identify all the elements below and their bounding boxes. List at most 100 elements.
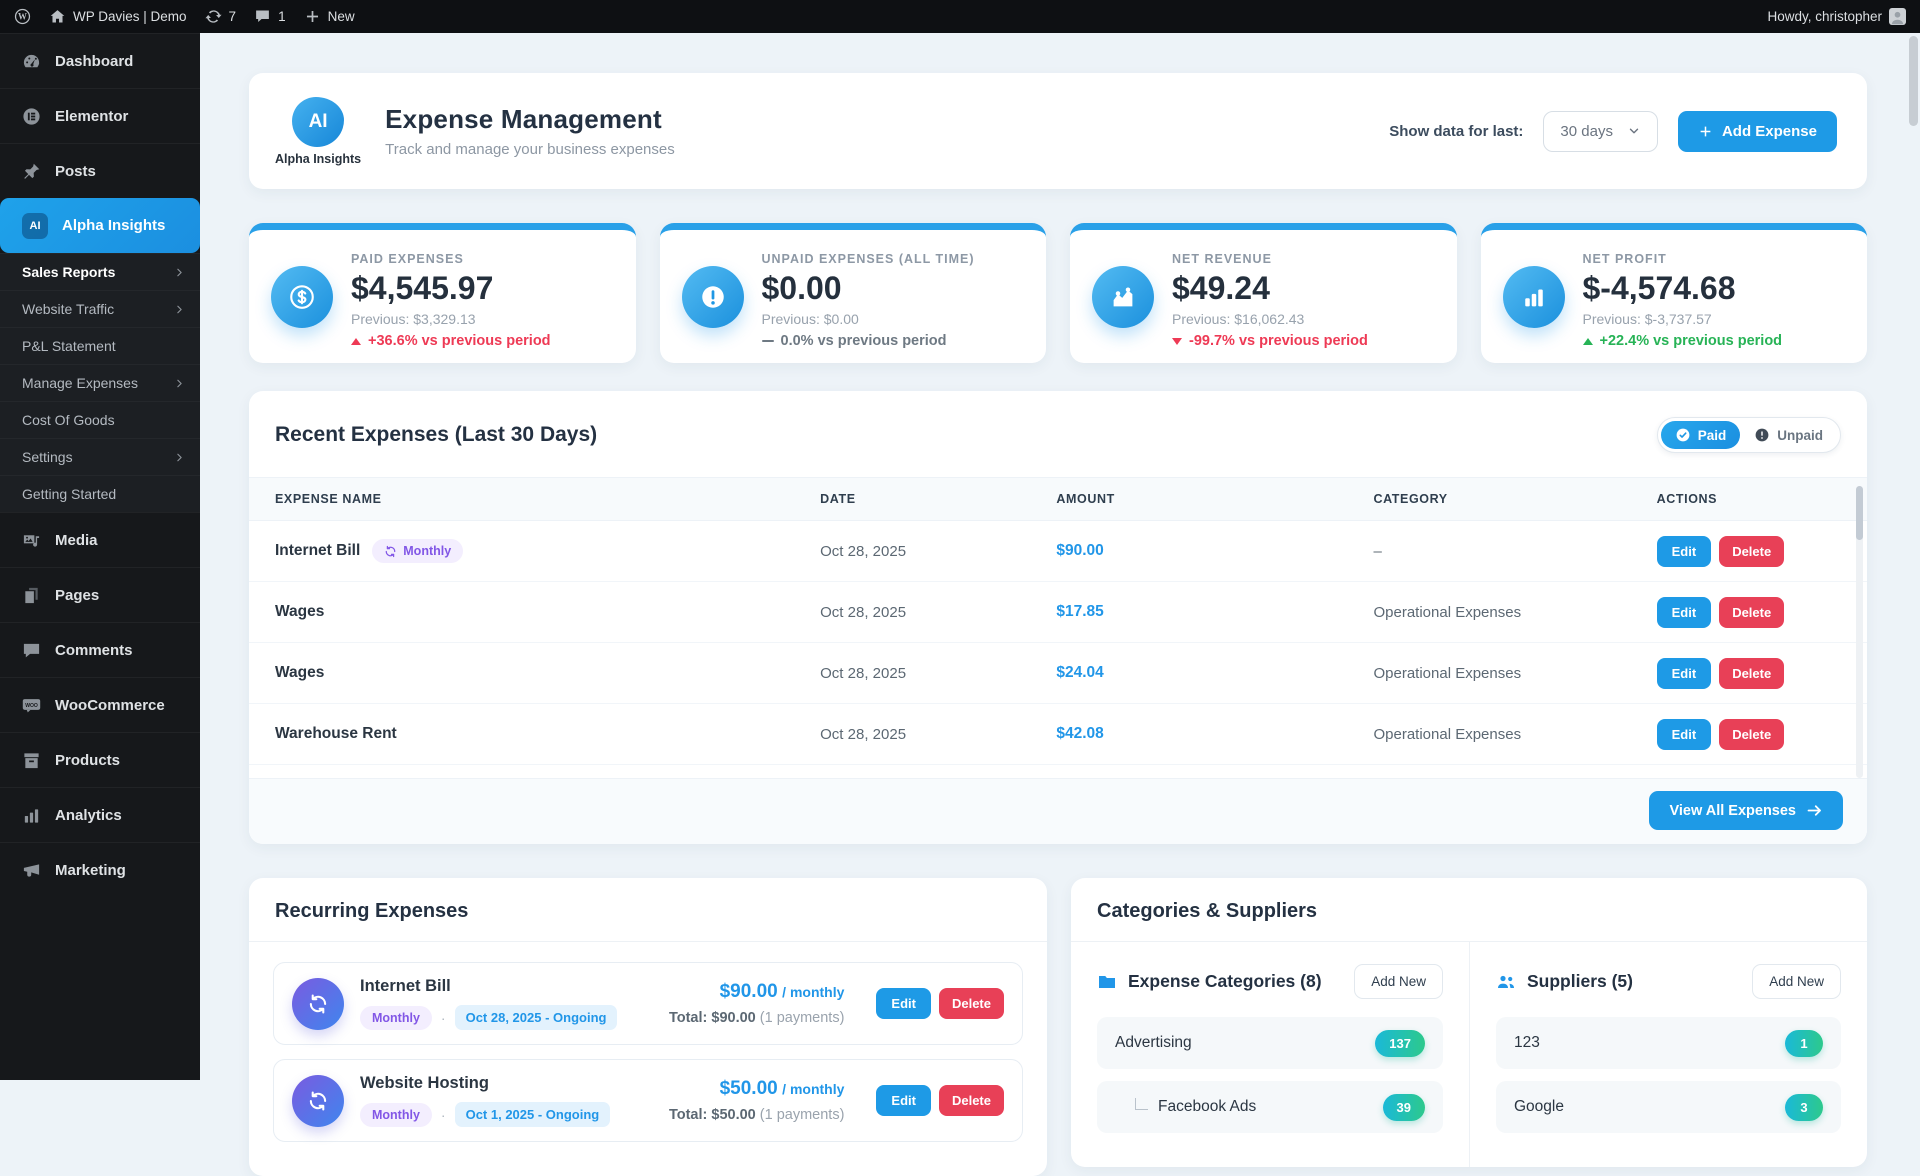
submenu-pl-statement[interactable]: P&L Statement xyxy=(0,327,200,364)
toggle-paid[interactable]: Paid xyxy=(1660,421,1741,449)
stat-previous: Previous: $3,329.13 xyxy=(351,311,476,327)
expense-name: Wages xyxy=(275,603,325,620)
howdy-text: Howdy, christopher xyxy=(1767,9,1882,24)
expense-amount: $42.08 xyxy=(1056,725,1104,742)
sidebar-label: Pages xyxy=(55,586,100,604)
alert-circle-icon xyxy=(681,266,744,328)
submenu-label: Website Traffic xyxy=(22,301,115,317)
sidebar-label: Media xyxy=(55,531,98,549)
sidebar-item-analytics[interactable]: Analytics xyxy=(0,787,200,842)
add-new-supplier-button[interactable]: Add New xyxy=(1752,964,1841,999)
delta-down-icon xyxy=(1172,337,1182,345)
comments-link[interactable]: 1 xyxy=(254,8,286,25)
page-scrollbar-thumb[interactable] xyxy=(1909,36,1918,126)
edit-button[interactable]: Edit xyxy=(1656,657,1712,689)
wordpress-menu[interactable]: W xyxy=(14,8,31,25)
recurring-amount: $90.00 xyxy=(719,981,778,1002)
sidebar-item-media[interactable]: Media xyxy=(0,512,200,567)
submenu-label: Sales Reports xyxy=(22,264,116,280)
supplier-row[interactable]: Google 3 xyxy=(1496,1081,1841,1133)
column-header: ACTIONS xyxy=(1656,492,1718,506)
stat-delta: +36.6% vs previous period xyxy=(368,333,551,349)
expense-categories-heading: Expense Categories (8) xyxy=(1128,971,1322,991)
add-new-category-button[interactable]: Add New xyxy=(1354,964,1443,999)
category-row[interactable]: Advertising 137 xyxy=(1097,1017,1443,1069)
stat-value: $-4,574.68 xyxy=(1582,270,1736,306)
expense-date: Oct 28, 2025 xyxy=(820,664,907,682)
stat-delta: 0.0% vs previous period xyxy=(780,333,947,349)
delete-button[interactable]: Delete xyxy=(938,1085,1004,1116)
updates-icon xyxy=(204,8,222,25)
submenu-website-traffic[interactable]: Website Traffic xyxy=(0,290,200,327)
recurring-frequency: / monthly xyxy=(782,984,845,1000)
delete-button[interactable]: Delete xyxy=(1719,535,1785,567)
submenu-cost-of-goods[interactable]: Cost Of Goods xyxy=(0,401,200,438)
expense-name: Wages xyxy=(275,664,325,681)
alpha-insights-logo-icon: AI xyxy=(292,96,345,147)
edit-button[interactable]: Edit xyxy=(876,988,931,1019)
delete-button[interactable]: Delete xyxy=(938,988,1004,1019)
dashboard-icon xyxy=(22,52,41,71)
column-header: EXPENSE NAME xyxy=(275,492,382,506)
submenu-manage-expenses[interactable]: Manage Expenses xyxy=(0,364,200,401)
period-select-value: 30 days xyxy=(1560,122,1613,140)
delete-button[interactable]: Delete xyxy=(1719,718,1785,750)
sidebar-item-alpha-insights[interactable]: AI Alpha Insights xyxy=(0,198,200,253)
site-name-link[interactable]: WP Davies | Demo xyxy=(49,8,187,25)
sidebar-item-products[interactable]: Products xyxy=(0,732,200,787)
new-content-link[interactable]: New xyxy=(304,8,355,25)
sidebar-label: Comments xyxy=(55,641,133,659)
recurring-total-note: (1 payments) xyxy=(759,1107,845,1123)
supplier-count-badge: 3 xyxy=(1785,1093,1823,1121)
add-expense-button[interactable]: Add Expense xyxy=(1677,110,1837,152)
period-select[interactable]: 30 days xyxy=(1543,110,1658,152)
updates-link[interactable]: 7 xyxy=(204,8,236,25)
edit-button[interactable]: Edit xyxy=(1656,718,1712,750)
stat-value: $0.00 xyxy=(761,270,842,306)
sidebar-label: Products xyxy=(55,751,121,769)
submenu-sales-reports[interactable]: Sales Reports xyxy=(0,253,200,290)
woocommerce-icon: WOO xyxy=(22,696,41,715)
category-row[interactable]: Facebook Ads 39 xyxy=(1097,1081,1443,1133)
submenu-settings[interactable]: Settings xyxy=(0,438,200,475)
expense-category: Operational Expenses xyxy=(1373,725,1522,743)
sidebar-item-dashboard[interactable]: Dashboard xyxy=(0,33,200,88)
delete-button[interactable]: Delete xyxy=(1719,596,1785,628)
alpha-insights-submenu: Sales Reports Website Traffic P&L Statem… xyxy=(0,253,200,512)
stat-label: NET REVENUE xyxy=(1172,252,1272,266)
recent-expenses-card: Recent Expenses (Last 30 Days) Paid Unpa… xyxy=(249,391,1867,844)
supplier-row[interactable]: 123 1 xyxy=(1496,1017,1841,1069)
sidebar-item-pages[interactable]: Pages xyxy=(0,567,200,622)
table-row: Wages Oct 28, 2025 $24.04 Operational Ex… xyxy=(249,643,1867,704)
wp-admin-bar: W WP Davies | Demo 7 1 New Howdy, christ… xyxy=(0,0,1920,33)
table-row: Internet Bill Monthly Oct 28, 2025 $90.0… xyxy=(249,521,1867,582)
period-badge: Oct 28, 2025 - Ongoing xyxy=(454,1005,618,1030)
view-all-expenses-button[interactable]: View All Expenses xyxy=(1649,791,1843,830)
recurring-total-note: (1 payments) xyxy=(759,1010,845,1026)
stat-delta: +22.4% vs previous period xyxy=(1599,333,1783,349)
table-scrollbar-thumb[interactable] xyxy=(1856,486,1863,540)
page-header-card: AI Alpha Insights Expense Management Tra… xyxy=(249,73,1867,189)
edit-button[interactable]: Edit xyxy=(876,1085,931,1116)
delete-button[interactable]: Delete xyxy=(1719,657,1785,689)
pages-icon xyxy=(22,586,41,605)
sidebar-label: Dashboard xyxy=(55,52,134,70)
bar-chart-icon xyxy=(1502,266,1565,328)
toggle-unpaid[interactable]: Unpaid xyxy=(1740,421,1837,449)
sidebar-item-elementor[interactable]: Elementor xyxy=(0,88,200,143)
edit-button[interactable]: Edit xyxy=(1656,535,1712,567)
supplier-name: 123 xyxy=(1514,1034,1540,1051)
recurring-frequency: / monthly xyxy=(782,1081,845,1097)
submenu-getting-started[interactable]: Getting Started xyxy=(0,475,200,512)
monthly-badge: Monthly xyxy=(372,539,464,563)
sidebar-item-woocommerce[interactable]: WOO WooCommerce xyxy=(0,677,200,732)
sidebar-item-posts[interactable]: Posts xyxy=(0,143,200,198)
account-menu[interactable]: Howdy, christopher xyxy=(1767,8,1906,25)
recurring-expenses-card: Recurring Expenses Internet Bill Monthly… xyxy=(249,878,1047,1176)
expense-name: Internet Bill xyxy=(275,542,361,559)
edit-button[interactable]: Edit xyxy=(1656,596,1712,628)
sidebar-item-marketing[interactable]: Marketing xyxy=(0,842,200,897)
table-scrollbar[interactable] xyxy=(1856,486,1863,778)
sidebar-item-comments[interactable]: Comments xyxy=(0,622,200,677)
users-icon xyxy=(1496,972,1516,992)
